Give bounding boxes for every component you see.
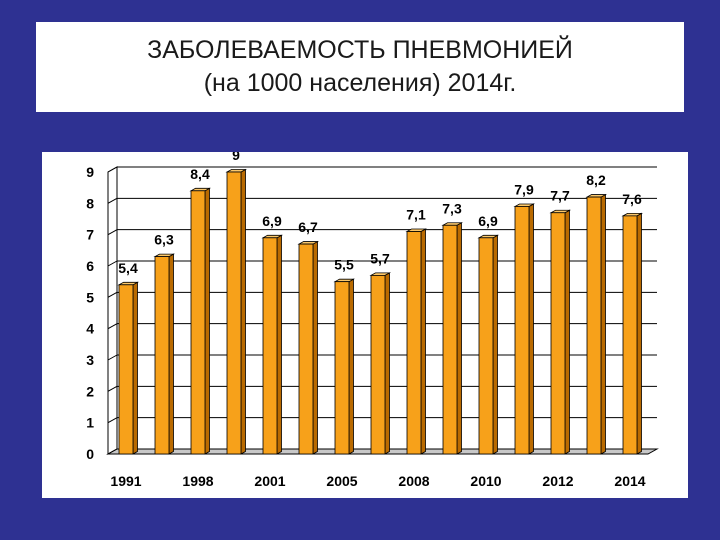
bar-side — [528, 203, 534, 455]
data-label: 7,9 — [514, 181, 534, 197]
label-layer: 0 1 2 3 4 5 6 7 8 9 5,4 6,3 8,4 9 6,9 6,7 5,5 5,7 7,1 7,3 6,… — [86, 152, 646, 489]
bar — [298, 243, 314, 455]
gridline-depth — [107, 354, 118, 361]
x-tick-label: 1998 — [182, 473, 213, 489]
bar — [514, 206, 530, 455]
gridline-depth — [107, 291, 118, 298]
bar-side — [204, 187, 210, 455]
chart-panel: 0 1 2 3 4 5 6 7 8 9 5,4 6,3 8,4 9 6,9 6,7 5,5 5,7 7,1 7,3 6,… — [42, 152, 688, 498]
bar-side — [600, 193, 606, 455]
gridline-depth — [107, 448, 118, 455]
bar — [154, 256, 170, 455]
slide-subtitle: (на 1000 населения) 2014г. — [203, 69, 517, 97]
data-label: 6,3 — [154, 232, 174, 248]
data-label: 8,2 — [586, 172, 606, 188]
bar-chart: 0 1 2 3 4 5 6 7 8 9 5,4 6,3 8,4 9 6,9 6,7 5,5 5,7 7,1 7,3 6,… — [86, 152, 659, 489]
data-label: 9 — [232, 152, 240, 163]
gridline-depth — [107, 260, 118, 267]
y-tick-label: 9 — [86, 164, 94, 180]
data-label: 5,4 — [118, 260, 138, 276]
data-label: 7,6 — [622, 191, 642, 207]
data-label: 7,1 — [406, 207, 426, 223]
data-label: 7,3 — [442, 200, 462, 216]
bar-layer — [117, 168, 644, 455]
bar — [370, 275, 386, 455]
x-tick-label: 1991 — [110, 473, 141, 489]
bar — [226, 171, 242, 455]
slide-title-box: ЗАБОЛЕВАЕМОСТЬ ПНЕВМОНИЕЙ (на 1000 насел… — [36, 22, 684, 112]
bar-side — [492, 234, 498, 455]
bar-side — [312, 240, 318, 455]
gridline-depth — [107, 323, 118, 330]
bar-side — [168, 253, 174, 455]
y-tick-label: 3 — [86, 352, 94, 368]
y-tick-label: 8 — [86, 195, 94, 211]
y-tick-label: 6 — [86, 258, 94, 274]
data-label: 5,5 — [334, 257, 354, 273]
y-tick-label: 5 — [86, 289, 94, 305]
y-tick-label: 2 — [86, 383, 94, 399]
bar — [190, 190, 206, 455]
x-tick-label: 2014 — [614, 473, 645, 489]
y-tick-label: 4 — [86, 321, 94, 337]
y-tick-label: 7 — [86, 227, 94, 243]
bar — [478, 237, 494, 455]
x-tick-label: 2008 — [398, 473, 429, 489]
chart-side-wall — [107, 166, 118, 455]
gridline-depth — [107, 385, 118, 392]
bar — [118, 284, 134, 455]
gridline-depth — [107, 229, 118, 236]
bar-side — [564, 209, 570, 455]
data-label: 8,4 — [190, 166, 210, 182]
bar — [550, 212, 566, 455]
y-tick-label: 0 — [86, 446, 94, 462]
data-label: 5,7 — [370, 250, 390, 266]
bar-side — [456, 222, 462, 455]
bar-side — [240, 168, 246, 455]
x-tick-label: 2012 — [542, 473, 573, 489]
x-tick-label: 2005 — [326, 473, 357, 489]
bar — [586, 196, 602, 455]
bar-side — [132, 281, 138, 455]
gridline-depth — [107, 166, 118, 173]
y-tick-label: 1 — [86, 415, 94, 431]
bar — [406, 231, 422, 455]
gridline-depth — [107, 417, 118, 424]
bar-side — [276, 234, 282, 455]
bar — [262, 237, 278, 455]
data-label: 6,9 — [478, 213, 498, 229]
bar — [334, 281, 350, 455]
x-tick-label: 2001 — [254, 473, 285, 489]
bar-side — [636, 212, 642, 455]
data-label: 7,7 — [550, 188, 570, 204]
bar-side — [384, 272, 390, 455]
bar — [442, 224, 458, 455]
slide-title: ЗАБОЛЕВАЕМОСТЬ ПНЕВМОНИЕЙ — [147, 36, 573, 64]
data-label: 6,7 — [298, 219, 318, 235]
gridline-depth — [107, 197, 118, 204]
bar-side — [420, 228, 426, 455]
x-tick-label: 2010 — [470, 473, 501, 489]
bar-side — [348, 278, 354, 455]
data-label: 6,9 — [262, 213, 282, 229]
bar — [622, 215, 638, 455]
